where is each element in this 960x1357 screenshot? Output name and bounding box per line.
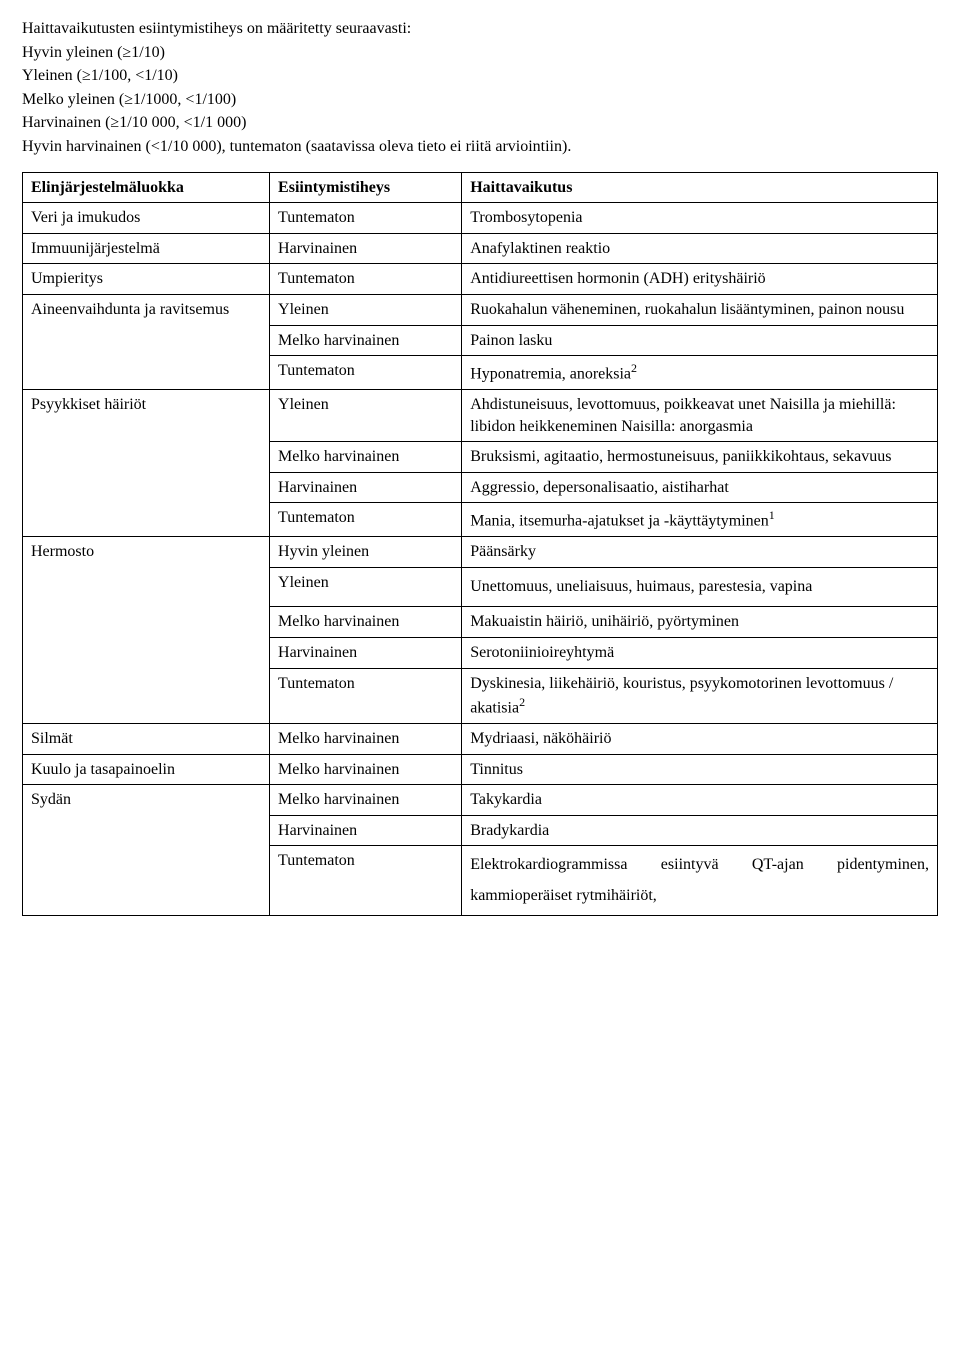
cell-system: Aineenvaihdunta ja ravitsemus [23, 294, 270, 389]
effect-text: Dyskinesia, liikehäiriö, kouristus, psyy… [470, 675, 893, 717]
cell-frequency: Melko harvinainen [270, 724, 462, 755]
cell-frequency: Tuntematon [270, 356, 462, 390]
cell-system: Hermosto [23, 537, 270, 724]
cell-effect: Painon lasku [462, 325, 938, 356]
cell-effect: Takykardia [462, 785, 938, 816]
table-row: Umpieritys Tuntematon Antidiureettisen h… [23, 264, 938, 295]
table-row: Kuulo ja tasapainoelin Melko harvinainen… [23, 754, 938, 785]
cell-frequency: Tuntematon [270, 503, 462, 537]
intro-line: Yleinen (≥1/100, <1/10) [22, 65, 938, 87]
cell-frequency: Harvinainen [270, 637, 462, 668]
adverse-effects-table: Elinjärjestelmäluokka Esiintymistiheys H… [22, 172, 938, 917]
cell-effect: Hyponatremia, anoreksia2 [462, 356, 938, 390]
cell-effect: Trombosytopenia [462, 203, 938, 234]
cell-frequency: Harvinainen [270, 815, 462, 846]
cell-effect: Päänsärky [462, 537, 938, 568]
cell-effect: Dyskinesia, liikehäiriö, kouristus, psyy… [462, 668, 938, 724]
footnote-ref: 1 [769, 508, 775, 522]
col-header-frequency: Esiintymistiheys [270, 172, 462, 203]
cell-frequency: Melko harvinainen [270, 785, 462, 816]
cell-system: Psyykkiset häiriöt [23, 390, 270, 537]
cell-effect: Tinnitus [462, 754, 938, 785]
cell-frequency: Tuntematon [270, 846, 462, 916]
table-row: Aineenvaihdunta ja ravitsemus Yleinen Ru… [23, 294, 938, 325]
cell-system: Umpieritys [23, 264, 270, 295]
table-header-row: Elinjärjestelmäluokka Esiintymistiheys H… [23, 172, 938, 203]
table-row: Veri ja imukudos Tuntematon Trombosytope… [23, 203, 938, 234]
footnote-ref: 2 [519, 695, 525, 709]
cell-effect: Bradykardia [462, 815, 938, 846]
cell-effect: Unettomuus, uneliaisuus, huimaus, parest… [462, 567, 938, 606]
cell-frequency: Yleinen [270, 294, 462, 325]
cell-effect: Makuaistin häiriö, unihäiriö, pyörtymine… [462, 607, 938, 638]
cell-system: Sydän [23, 785, 270, 916]
cell-effect: Ruokahalun väheneminen, ruokahalun lisää… [462, 294, 938, 325]
cell-effect: Aggressio, depersonalisaatio, aistiharha… [462, 472, 938, 503]
cell-frequency: Tuntematon [270, 264, 462, 295]
cell-system: Silmät [23, 724, 270, 755]
intro-line: Hyvin yleinen (≥1/10) [22, 42, 938, 64]
footnote-ref: 2 [631, 361, 637, 375]
cell-frequency: Melko harvinainen [270, 325, 462, 356]
cell-frequency: Harvinainen [270, 472, 462, 503]
table-row: Hermosto Hyvin yleinen Päänsärky [23, 537, 938, 568]
cell-frequency: Yleinen [270, 567, 462, 606]
table-row: Sydän Melko harvinainen Takykardia [23, 785, 938, 816]
cell-frequency: Melko harvinainen [270, 607, 462, 638]
table-row: Immuunijärjestelmä Harvinainen Anafylakt… [23, 233, 938, 264]
effect-text: Hyponatremia, anoreksia [470, 365, 631, 382]
col-header-system: Elinjärjestelmäluokka [23, 172, 270, 203]
cell-frequency: Tuntematon [270, 668, 462, 724]
effect-text: Mania, itsemurha-ajatukset ja -käyttäyty… [470, 513, 769, 530]
cell-effect: Elektrokardiogrammissa esiintyvä QT-ajan… [462, 846, 938, 916]
intro-line: Harvinainen (≥1/10 000, <1/1 000) [22, 112, 938, 134]
cell-system: Kuulo ja tasapainoelin [23, 754, 270, 785]
col-header-effect: Haittavaikutus [462, 172, 938, 203]
cell-effect: Bruksismi, agitaatio, hermostuneisuus, p… [462, 442, 938, 473]
cell-effect: Anafylaktinen reaktio [462, 233, 938, 264]
cell-effect: Antidiureettisen hormonin (ADH) erityshä… [462, 264, 938, 295]
table-row: Silmät Melko harvinainen Mydriaasi, näkö… [23, 724, 938, 755]
cell-system: Immuunijärjestelmä [23, 233, 270, 264]
cell-frequency: Hyvin yleinen [270, 537, 462, 568]
cell-effect: Ahdistuneisuus, levottomuus, poikkeavat … [462, 390, 938, 442]
intro-line: Haittavaikutusten esiintymistiheys on mä… [22, 18, 938, 40]
cell-frequency: Harvinainen [270, 233, 462, 264]
intro-line: Melko yleinen (≥1/1000, <1/100) [22, 89, 938, 111]
cell-effect: Serotoniinioireyhtymä [462, 637, 938, 668]
cell-frequency: Yleinen [270, 390, 462, 442]
cell-system: Veri ja imukudos [23, 203, 270, 234]
table-row: Psyykkiset häiriöt Yleinen Ahdistuneisuu… [23, 390, 938, 442]
cell-effect: Mania, itsemurha-ajatukset ja -käyttäyty… [462, 503, 938, 537]
intro-block: Haittavaikutusten esiintymistiheys on mä… [22, 18, 938, 158]
cell-frequency: Melko harvinainen [270, 754, 462, 785]
cell-frequency: Melko harvinainen [270, 442, 462, 473]
cell-effect: Mydriaasi, näköhäiriö [462, 724, 938, 755]
intro-line: Hyvin harvinainen (<1/10 000), tuntemato… [22, 136, 938, 158]
cell-frequency: Tuntematon [270, 203, 462, 234]
